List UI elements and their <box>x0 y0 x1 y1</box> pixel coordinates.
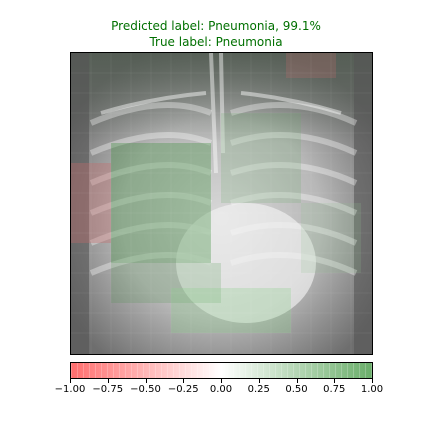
attribution-image <box>70 52 373 355</box>
colorbar-tick-label: −0.25 <box>167 384 199 395</box>
colorbar-tick-label: −0.75 <box>92 384 124 395</box>
colorbar-tick-label: 0.00 <box>209 384 233 395</box>
colorbar-tick <box>183 379 185 383</box>
colorbar-tick <box>107 379 109 383</box>
colorbar-tick-label: 1.00 <box>360 384 384 395</box>
colorbar-tick <box>70 379 71 383</box>
colorbar-tick-label: −1.00 <box>54 384 86 395</box>
colorbar-tick <box>258 379 260 383</box>
colorbar-tick-label: 0.50 <box>285 384 308 395</box>
colorbar <box>70 362 373 379</box>
colorbar-tick-label: 0.75 <box>323 384 346 395</box>
colorbar-tick <box>145 379 147 383</box>
colorbar-tick <box>221 379 222 383</box>
colorbar-gradient <box>71 363 372 378</box>
colorbar-tick-label: 0.25 <box>247 384 270 395</box>
colorbar-segments <box>71 363 372 378</box>
predicted-label-title: Predicted label: Pneumonia, 99.1% <box>111 19 321 33</box>
true-label-title: True label: Pneumonia <box>149 35 283 49</box>
colorbar-axis: −1.00 −0.75 −0.50 −0.25 0.00 0.25 0.50 0.75 1.00 <box>55 379 383 399</box>
colorbar-tick <box>334 379 336 383</box>
colorbar-tick-label: −0.50 <box>130 384 161 395</box>
colorbar-tick <box>296 379 298 383</box>
colorbar-tick <box>372 379 373 383</box>
